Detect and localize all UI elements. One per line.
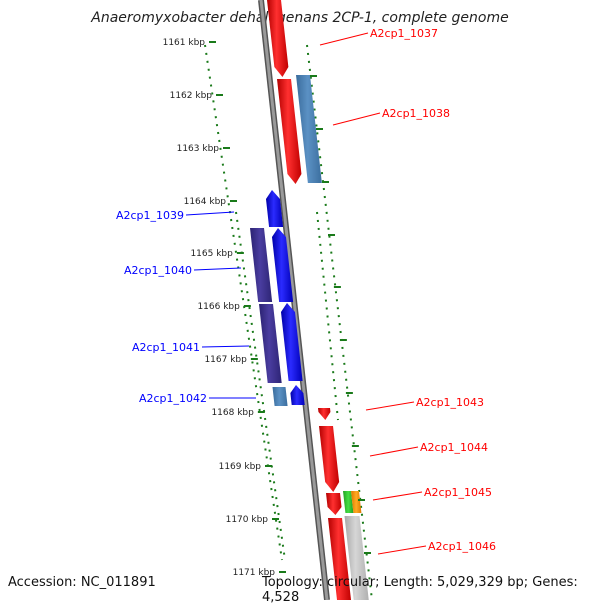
steel-gene-1042-feature	[272, 387, 288, 406]
gene-1046-feature	[328, 518, 352, 600]
kbp-label: 1170 kbp	[226, 515, 269, 525]
gene-label-a2cp1-1044: A2cp1_1044	[420, 441, 488, 454]
kbp-label: 1165 kbp	[190, 249, 233, 259]
gene-label-a2cp1-1039: A2cp1_1039	[116, 209, 184, 222]
gene-label-a2cp1-1040: A2cp1_1040	[124, 264, 192, 277]
purple-gene-1040-feature	[250, 228, 273, 302]
gene-1042-feature	[290, 385, 305, 405]
gene-1040-feature	[271, 228, 294, 302]
gray-gene-feature	[344, 516, 369, 600]
kbp-ticks: 1161 kbp 1162 kbp 1163 kbp 1164 kbp 1165 kbp…	[163, 38, 371, 578]
gene-labels: A2cp1_1037 A2cp1_1038 A2cp1_1039 A2cp1_1040…	[116, 27, 496, 555]
kbp-label: 1161 kbp	[163, 38, 206, 48]
orange-gene-feature	[351, 491, 362, 513]
gene-features	[250, 0, 369, 600]
kbp-label: 1167 kbp	[204, 355, 247, 365]
gene-1041-feature	[280, 303, 303, 381]
kbp-label: 1168 kbp	[211, 408, 254, 418]
gene-label-a2cp1-1046: A2cp1_1046	[428, 540, 496, 553]
gene-label-a2cp1-1045: A2cp1_1045	[424, 486, 492, 499]
gene-label-a2cp1-1042: A2cp1_1042	[139, 392, 207, 405]
gene-label-a2cp1-1038: A2cp1_1038	[382, 107, 450, 120]
green-gene-feature	[343, 491, 354, 513]
gene-label-a2cp1-1037: A2cp1_1037	[370, 27, 438, 40]
genome-backbone	[258, 0, 330, 600]
gene-1043-feature	[318, 408, 331, 420]
gene-1037-feature	[267, 0, 289, 77]
gene-1045-feature	[326, 493, 342, 515]
topology-text: Topology: circular; Length: 5,029,329 bp…	[262, 575, 578, 605]
steel-gene-1038-feature	[296, 75, 322, 183]
kbp-label: 1171 kbp	[233, 568, 276, 578]
gene-dotted-guides	[204, 44, 373, 600]
gene-label-a2cp1-1041: A2cp1_1041	[132, 341, 200, 354]
kbp-label: 1162 kbp	[170, 91, 213, 101]
gene-label-a2cp1-1043: A2cp1_1043	[416, 396, 484, 409]
gene-1044-feature	[319, 426, 340, 492]
gene-1039-feature	[265, 190, 284, 227]
kbp-label: 1163 kbp	[177, 144, 220, 154]
kbp-label: 1166 kbp	[197, 302, 240, 312]
map-title: Anaeromyxobacter dehalogenans 2CP-1, com…	[91, 10, 509, 26]
kbp-label: 1169 kbp	[219, 462, 262, 472]
gene-1038-feature	[277, 79, 302, 184]
accession-text: Accession: NC_011891	[8, 575, 156, 590]
kbp-label: 1164 kbp	[184, 197, 227, 207]
purple-gene-1041-feature	[259, 304, 282, 383]
